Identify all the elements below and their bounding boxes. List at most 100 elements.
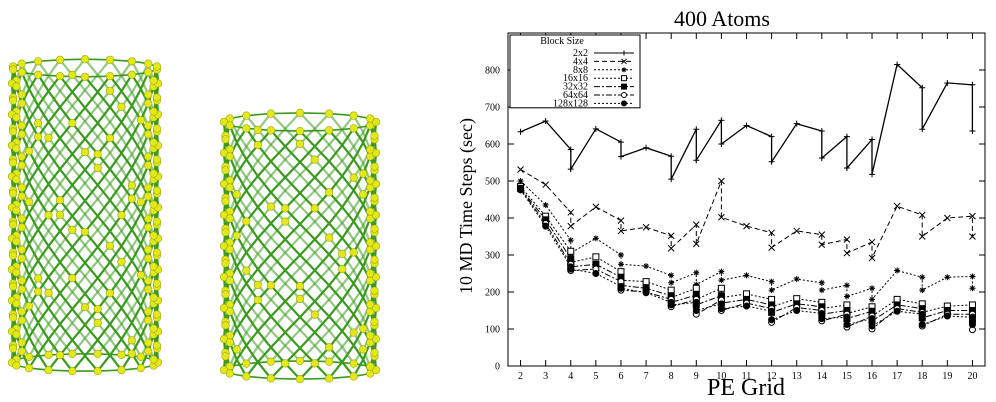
data-point <box>542 202 549 209</box>
data-point <box>642 278 650 286</box>
data-point <box>643 263 650 270</box>
data-point <box>667 244 675 252</box>
data-point <box>818 155 825 162</box>
data-point <box>818 241 826 248</box>
data-point <box>567 222 575 230</box>
legend-marker <box>621 83 627 90</box>
data-point <box>517 178 524 184</box>
x-tick-label: 19 <box>942 371 952 382</box>
data-point <box>718 268 725 275</box>
data-point <box>567 146 574 153</box>
data-point <box>818 128 825 135</box>
data-point <box>693 269 700 276</box>
y-axis-title: 10 MD Time Steps (sec) <box>456 118 477 294</box>
data-point <box>969 128 976 135</box>
data-point <box>768 287 775 294</box>
data-point <box>692 307 700 314</box>
data-point <box>668 272 675 279</box>
data-point <box>567 237 574 244</box>
y-tick-label: 700 <box>485 103 500 114</box>
series-8x8 <box>517 178 976 303</box>
data-point <box>943 214 951 222</box>
data-point <box>918 321 926 329</box>
nanotube-illustration <box>7 55 381 384</box>
data-point <box>743 122 750 129</box>
data-point <box>944 274 951 281</box>
data-point <box>894 61 901 68</box>
data-point <box>843 282 850 289</box>
data-point <box>868 315 876 323</box>
legend-marker <box>621 58 627 65</box>
data-point <box>567 265 575 273</box>
data-point <box>843 236 851 243</box>
nanotube-right <box>219 108 381 384</box>
data-point <box>919 84 926 91</box>
data-point <box>693 157 700 164</box>
series-line <box>520 188 973 322</box>
series-line <box>520 180 973 301</box>
legend-marker <box>621 92 627 98</box>
data-point <box>868 322 876 330</box>
data-point <box>868 238 876 246</box>
data-point <box>743 272 750 279</box>
data-point <box>592 203 600 211</box>
data-point <box>893 307 901 315</box>
data-point <box>717 284 725 292</box>
data-point <box>668 176 675 183</box>
data-point <box>718 277 725 284</box>
x-tick-label: 11 <box>742 371 752 382</box>
data-point <box>592 270 600 277</box>
legend-marker <box>621 75 627 82</box>
x-tick-label: 2 <box>518 371 523 382</box>
series-line <box>520 186 973 318</box>
data-point <box>768 133 775 140</box>
y-tick-label: 200 <box>485 288 500 299</box>
legend-entry-label: 4x4 <box>573 56 588 67</box>
data-point <box>768 244 775 251</box>
data-point <box>818 287 825 294</box>
data-point <box>718 177 725 185</box>
data-point <box>717 305 725 313</box>
data-point <box>542 222 550 230</box>
data-point <box>643 144 650 151</box>
data-point <box>944 79 951 86</box>
data-point <box>743 222 750 230</box>
data-point <box>592 125 599 132</box>
data-point <box>617 252 624 258</box>
data-point <box>517 128 524 135</box>
legend-entry-label: 128x128 <box>553 98 588 109</box>
data-point <box>567 209 575 216</box>
series-line <box>520 188 973 331</box>
data-point <box>969 285 976 292</box>
data-point <box>592 235 599 242</box>
legend-entry-label: 64x64 <box>563 90 588 101</box>
y-tick-label: 100 <box>485 325 500 336</box>
data-point <box>918 310 926 318</box>
data-point <box>692 240 700 248</box>
x-axis-title: PE Grid <box>707 375 785 401</box>
data-point <box>818 231 826 239</box>
data-point <box>542 118 549 125</box>
data-point <box>692 221 700 229</box>
nanotube-left <box>7 55 163 376</box>
x-tick-label: 4 <box>568 371 573 382</box>
data-point <box>567 247 575 255</box>
data-point <box>919 287 926 294</box>
series-128x128 <box>517 186 976 330</box>
data-point <box>869 171 876 178</box>
data-point <box>692 298 700 306</box>
data-point <box>894 267 901 274</box>
legend-box <box>509 34 641 109</box>
x-tick-label: 13 <box>792 371 802 382</box>
data-point <box>617 217 625 224</box>
data-point <box>793 120 800 127</box>
x-tick-label: 10 <box>716 371 726 382</box>
data-point <box>843 249 851 257</box>
data-point <box>668 153 675 160</box>
data-point <box>868 254 876 262</box>
data-point <box>919 274 926 281</box>
x-tick-label: 16 <box>867 371 877 382</box>
data-point <box>718 117 725 124</box>
x-tick-label: 6 <box>618 371 623 382</box>
